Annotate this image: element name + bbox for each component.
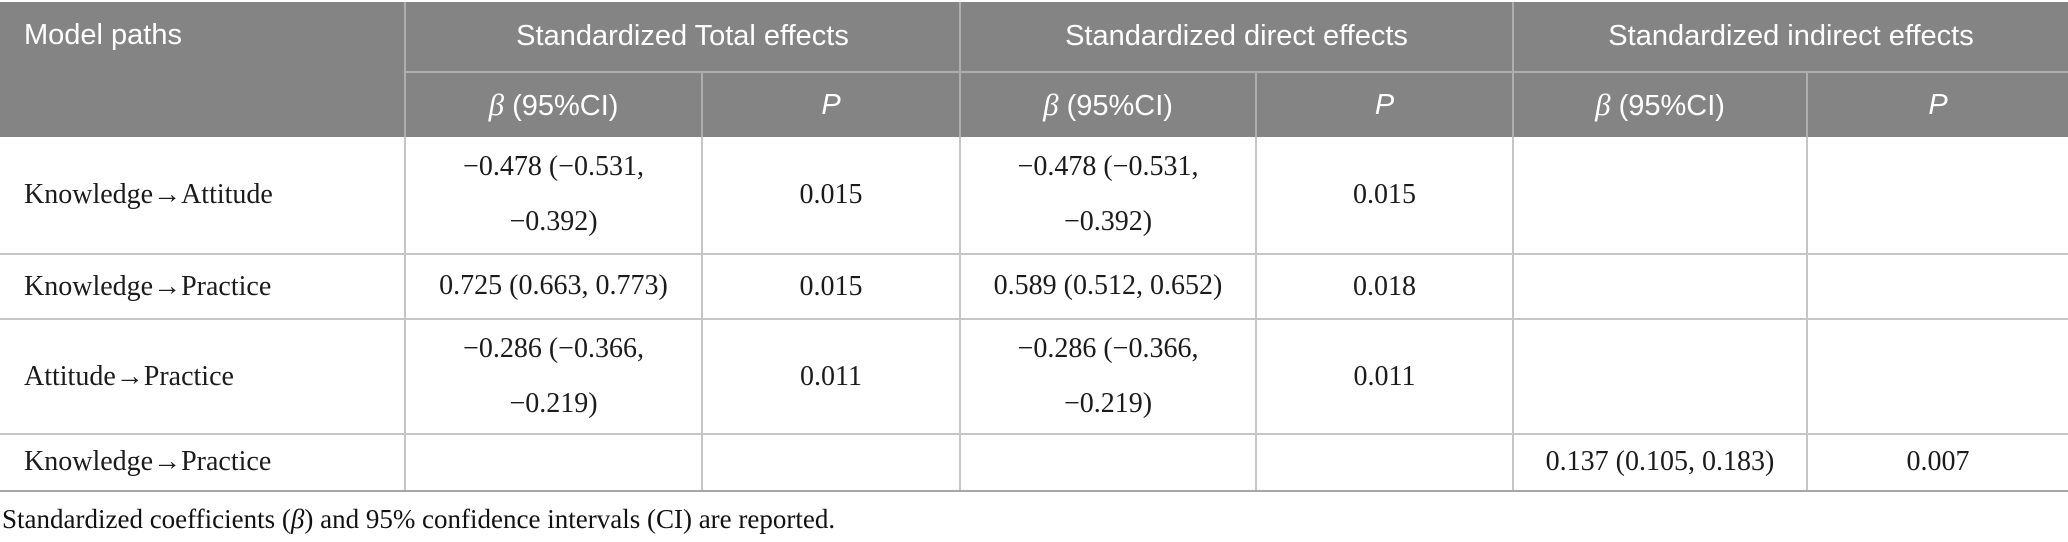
column-header-direct-beta: β (95%CI) [959, 72, 1257, 137]
beta-symbol: β [1043, 87, 1059, 122]
cell-total-beta: 0.725 (0.663, 0.773) [404, 253, 703, 320]
column-header-indirect-p: P [1806, 72, 2068, 137]
table-row: Knowledge→Attitude −0.478 (−0.531, −0.39… [0, 137, 2068, 255]
cell-total-beta: −0.286 (−0.366, −0.219) [404, 318, 703, 435]
cell-total-p: 0.015 [701, 137, 961, 255]
beta-ci-label: (95%CI) [1058, 90, 1173, 122]
footnote-text-post: ) and 95% confidence intervals (CI) are … [304, 503, 836, 534]
beta-symbol: β [488, 87, 505, 122]
cell-indirect-p [1806, 318, 2068, 435]
cell-indirect-p: 0.007 [1806, 433, 2068, 492]
table-footnote: Standardized coefficients (β) and 95% co… [2, 503, 2068, 535]
cell-indirect-beta: 0.137 (0.105, 0.183) [1512, 433, 1808, 492]
column-header-direct-p: P [1255, 72, 1514, 137]
column-header-total-beta: β (95%CI) [404, 72, 703, 137]
table-row: Knowledge→Practice 0.725 (0.663, 0.773) … [0, 253, 2068, 320]
beta-ci-label: (95%CI) [1610, 90, 1725, 122]
column-header-indirect-beta: β (95%CI) [1512, 72, 1808, 137]
cell-model-path: Attitude→Practice [0, 318, 406, 435]
cell-direct-p: 0.018 [1255, 253, 1514, 320]
cell-direct-p [1255, 433, 1514, 492]
cell-indirect-beta [1512, 318, 1808, 435]
column-group-total-effects: Standardized Total effects [404, 2, 961, 73]
cell-model-path: Knowledge→Practice [0, 253, 406, 320]
column-header-model-paths: Model paths [0, 2, 406, 137]
cell-indirect-p [1806, 253, 2068, 320]
cell-direct-beta: 0.589 (0.512, 0.652) [959, 253, 1257, 320]
effects-table: Model paths Standardized Total effects S… [0, 2, 2068, 492]
cell-indirect-beta [1512, 253, 1808, 320]
table-header: Model paths Standardized Total effects S… [0, 2, 2068, 137]
cell-total-beta: −0.478 (−0.531, −0.392) [404, 137, 703, 255]
cell-direct-beta: −0.286 (−0.366, −0.219) [959, 318, 1257, 435]
cell-total-p [701, 433, 961, 492]
cell-total-p: 0.011 [701, 318, 961, 435]
cell-total-beta [404, 433, 703, 492]
table-body: Knowledge→Attitude −0.478 (−0.531, −0.39… [0, 137, 2068, 492]
beta-symbol: β [290, 503, 305, 534]
column-group-direct-effects: Standardized direct effects [959, 2, 1514, 73]
beta-symbol: β [1595, 87, 1611, 122]
table-row: Knowledge→Practice 0.137 (0.105, 0.183) … [0, 433, 2068, 492]
group-header-row: Model paths Standardized Total effects S… [0, 2, 2068, 137]
beta-ci-label: (95%CI) [504, 90, 619, 122]
column-header-total-p: P [701, 72, 961, 137]
cell-total-p: 0.015 [701, 253, 961, 320]
cell-direct-beta [959, 433, 1257, 492]
sub-header-row: β (95%CI) P β (95%CI) P β (95%CI) P [0, 72, 2068, 137]
cell-direct-p: 0.011 [1255, 318, 1514, 435]
table-row: Attitude→Practice −0.286 (−0.366, −0.219… [0, 318, 2068, 435]
cell-indirect-p [1806, 137, 2068, 255]
cell-model-path: Knowledge→Attitude [0, 137, 406, 255]
cell-direct-beta: −0.478 (−0.531, −0.392) [959, 137, 1257, 255]
column-group-indirect-effects: Standardized indirect effects [1512, 2, 2068, 73]
footnote-text-pre: Standardized coefficients ( [2, 503, 291, 534]
cell-model-path: Knowledge→Practice [0, 433, 406, 492]
cell-indirect-beta [1512, 137, 1808, 255]
cell-direct-p: 0.015 [1255, 137, 1514, 255]
